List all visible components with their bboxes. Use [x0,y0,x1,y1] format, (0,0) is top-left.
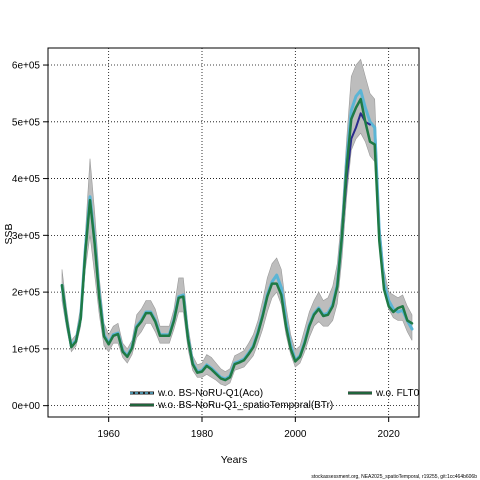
y-tick-label: 5e+05 [12,117,41,128]
y-axis: 0e+00 1e+05 2e+05 3e+05 4e+05 5e+05 6e+05 [12,61,48,412]
footer-text: stockassessment.org, NEA2025_spatioTempo… [311,474,477,480]
legend: w.o. BS-NoRU-Q1(Aco)w.o. BS-NoRu-Q1_spat… [130,388,420,411]
y-axis-title: SSB [3,223,15,244]
y-tick-label: 4e+05 [12,174,41,185]
series-line-3 [60,97,414,382]
x-axis: 1960 1980 2000 2020 [98,417,401,440]
y-tick-label: 2e+05 [12,288,41,299]
y-tick-label: 6e+05 [12,61,41,72]
y-tick-label: 1e+05 [12,344,41,355]
series-layer [60,89,414,382]
x-tick-label: 1980 [191,429,214,440]
legend-label: w.o. BS-NoRU-Q1(Aco) [157,388,263,399]
y-tick-label: 3e+05 [12,231,41,242]
confidence-band [61,58,413,387]
plot-frame [47,47,420,418]
legend-label: w.o. BS-NoRu-Q1_spatioTemporal(BTr) [157,400,333,411]
x-tick-label: 2000 [284,429,307,440]
confidence-band-layer [61,58,413,387]
x-axis-title: Years [221,454,247,466]
x-tick-label: 1960 [98,429,121,440]
legend-label: w.o. FLT0 [375,388,420,399]
x-tick-label: 2020 [378,429,401,440]
y-tick-label: 0e+00 [12,401,41,412]
